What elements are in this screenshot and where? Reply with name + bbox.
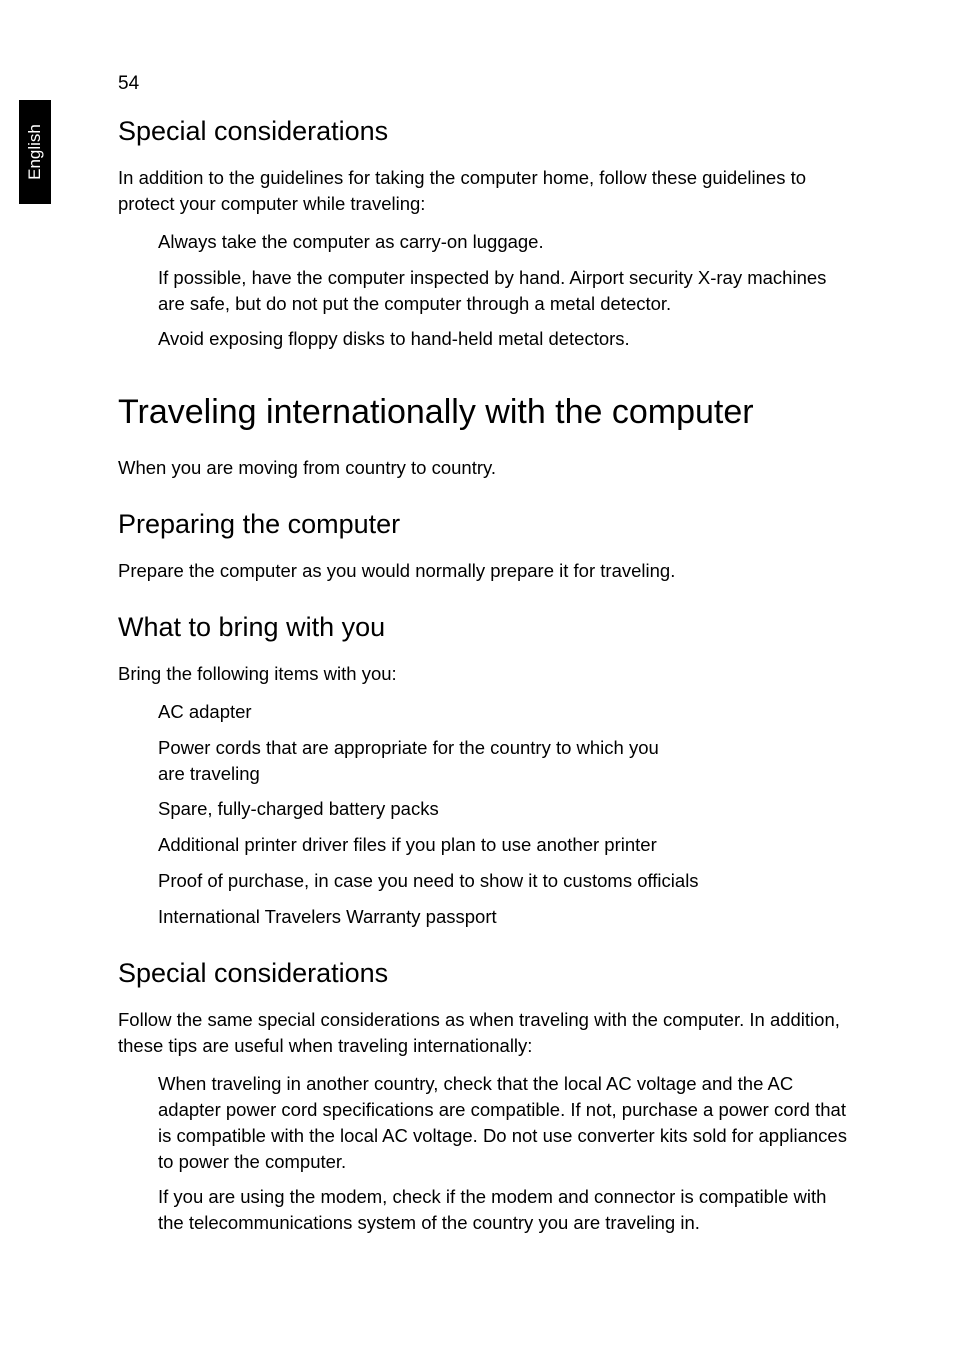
list: Always take the computer as carry-on lug… xyxy=(118,229,850,353)
paragraph: When you are moving from country to coun… xyxy=(118,455,850,481)
list-item: If possible, have the computer inspected… xyxy=(158,265,850,317)
heading-traveling-internationally: Traveling internationally with the compu… xyxy=(118,392,850,433)
list-item: Spare, fully-charged battery packs xyxy=(158,796,850,822)
paragraph: In addition to the guidelines for taking… xyxy=(118,165,850,217)
list-item: Avoid exposing floppy disks to hand-held… xyxy=(158,326,850,352)
list: When traveling in another country, check… xyxy=(118,1071,850,1236)
page-number: 54 xyxy=(118,73,139,95)
heading-preparing-computer: Preparing the computer xyxy=(118,509,850,540)
paragraph: Bring the following items with you: xyxy=(118,661,850,687)
list-item: Proof of purchase, in case you need to s… xyxy=(158,868,850,894)
language-tab-label: English xyxy=(25,124,45,180)
heading-special-considerations-2: Special considerations xyxy=(118,958,850,989)
list-item: Always take the computer as carry-on lug… xyxy=(158,229,850,255)
list: AC adapter Power cords that are appropri… xyxy=(118,699,850,930)
heading-what-to-bring: What to bring with you xyxy=(118,612,850,643)
paragraph: Follow the same special considerations a… xyxy=(118,1007,850,1059)
language-tab: English xyxy=(19,100,51,204)
paragraph: Prepare the computer as you would normal… xyxy=(118,558,850,584)
list-item: If you are using the modem, check if the… xyxy=(158,1184,850,1236)
heading-special-considerations-1: Special considerations xyxy=(118,116,850,147)
list-item: Power cords that are appropriate for the… xyxy=(158,735,850,787)
list-item: International Travelers Warranty passpor… xyxy=(158,904,850,930)
list-item: AC adapter xyxy=(158,699,850,725)
list-item: When traveling in another country, check… xyxy=(158,1071,850,1175)
list-item: Additional printer driver files if you p… xyxy=(158,832,850,858)
page-content: Special considerations In addition to th… xyxy=(118,110,850,1246)
